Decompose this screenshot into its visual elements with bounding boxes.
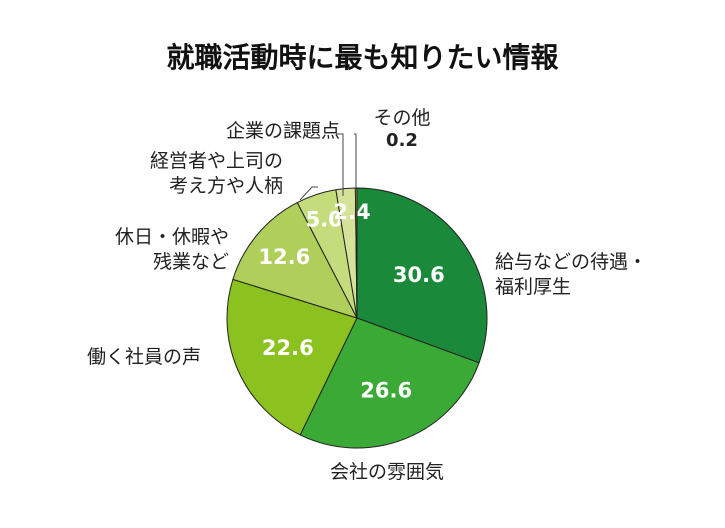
- pie-slice-0: [356, 187, 488, 364]
- value-label-6: 0.2: [386, 130, 418, 151]
- leader-line-6: [354, 133, 357, 189]
- value-label-2: 22.6: [262, 336, 314, 360]
- category-label-1: 会社の雰囲気: [330, 461, 444, 483]
- value-label-5: 2.4: [333, 200, 370, 224]
- category-label-5: 企業の課題点: [226, 120, 340, 142]
- leader-line-5: [336, 133, 344, 196]
- value-label-3: 12.6: [258, 245, 310, 269]
- category-label-0: 給与などの待遇・福利厚生: [495, 251, 647, 298]
- pie-slice-1: [299, 317, 480, 449]
- value-label-1: 26.6: [360, 378, 412, 402]
- value-label-4: 5.0: [306, 207, 343, 231]
- category-label-2: 働く社員の声: [87, 346, 201, 368]
- pie-slice-2: [226, 278, 358, 436]
- category-label-4: 経営者や上司の考え方や人柄: [150, 150, 283, 197]
- value-label-0: 30.6: [393, 263, 445, 287]
- chart-title: 就職活動時に最も知りたい情報: [166, 41, 559, 74]
- leader-line-4: [299, 186, 318, 201]
- category-label-3: 休日・休暇や残業など: [115, 226, 229, 273]
- pie-slice-3: [232, 201, 358, 319]
- category-label-6: その他: [373, 107, 430, 129]
